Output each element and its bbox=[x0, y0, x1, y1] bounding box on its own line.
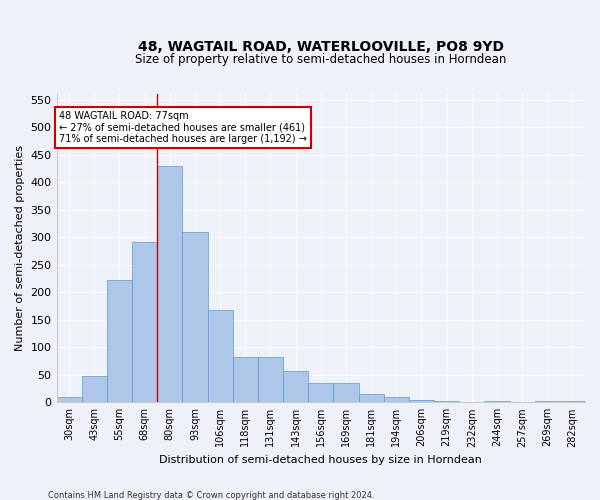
Bar bbox=[107, 280, 132, 402]
Bar bbox=[157, 166, 182, 402]
Bar bbox=[434, 400, 459, 402]
Bar bbox=[283, 371, 308, 402]
Bar bbox=[182, 232, 208, 402]
Bar bbox=[383, 397, 409, 402]
Bar bbox=[484, 400, 509, 402]
Bar bbox=[56, 397, 82, 402]
Title: Size of property relative to semi-detached houses in Horndean: Size of property relative to semi-detach… bbox=[135, 54, 506, 66]
Y-axis label: Number of semi-detached properties: Number of semi-detached properties bbox=[15, 145, 25, 351]
Text: Contains HM Land Registry data © Crown copyright and database right 2024.: Contains HM Land Registry data © Crown c… bbox=[48, 490, 374, 500]
Bar bbox=[208, 310, 233, 402]
Bar bbox=[82, 376, 107, 402]
Bar bbox=[560, 400, 585, 402]
Bar bbox=[233, 356, 258, 403]
Text: 48, WAGTAIL ROAD, WATERLOOVILLE, PO8 9YD: 48, WAGTAIL ROAD, WATERLOOVILLE, PO8 9YD bbox=[138, 40, 504, 54]
Bar bbox=[258, 356, 283, 403]
Bar bbox=[308, 383, 334, 402]
Bar bbox=[535, 400, 560, 402]
Bar bbox=[132, 242, 157, 402]
Text: 48 WAGTAIL ROAD: 77sqm
← 27% of semi-detached houses are smaller (461)
71% of se: 48 WAGTAIL ROAD: 77sqm ← 27% of semi-det… bbox=[59, 110, 307, 144]
Bar bbox=[359, 394, 383, 402]
Bar bbox=[409, 400, 434, 402]
X-axis label: Distribution of semi-detached houses by size in Horndean: Distribution of semi-detached houses by … bbox=[160, 455, 482, 465]
Bar bbox=[334, 383, 359, 402]
